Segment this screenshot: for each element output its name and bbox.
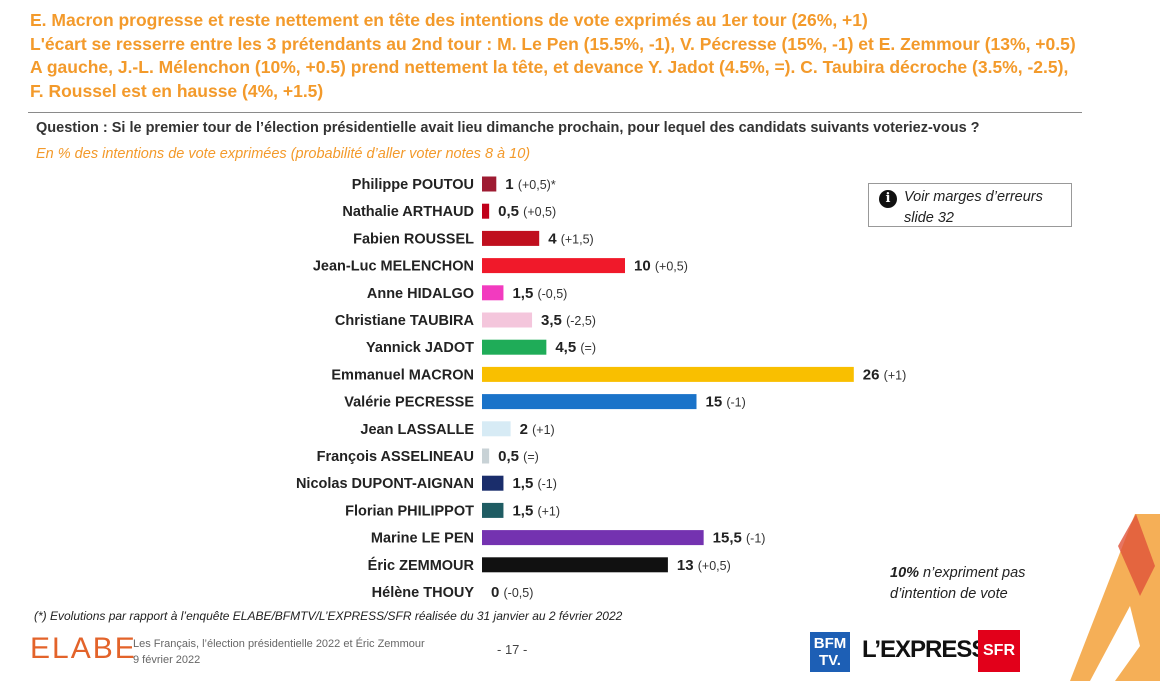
bar	[482, 312, 533, 328]
bar	[482, 475, 504, 491]
margin-note-box: i Voir marges d’erreurs slide 32	[868, 183, 1072, 227]
category-label: Philippe POUTOU	[352, 177, 474, 193]
evolution-label: (-1)	[537, 477, 556, 491]
evolution-label: (+1,5)	[561, 232, 594, 246]
bar	[482, 230, 540, 246]
value-label: 1 (+0,5)*	[505, 176, 556, 193]
evolution-label: (+1)	[537, 504, 560, 518]
bar	[482, 557, 668, 573]
evolution-label: (+1)	[532, 423, 555, 437]
value-label: 26 (+1)	[863, 366, 906, 383]
bar	[482, 176, 497, 192]
headline-line-2: L'écart se resserre entre les 3 prétenda…	[30, 33, 1076, 54]
category-label: Marine LE PEN	[371, 531, 474, 547]
note-line-2: slide 32	[904, 210, 954, 226]
value-label: 0,5 (+0,5)	[498, 203, 556, 220]
category-label: Valérie PECRESSE	[344, 395, 474, 411]
bar	[482, 448, 490, 464]
study-title: Les Français, l’élection présidentielle …	[133, 638, 425, 650]
category-label: Hélène THOUY	[372, 585, 475, 601]
bar	[482, 203, 490, 219]
category-label: Fabien ROUSSEL	[353, 231, 474, 247]
value-label: 13 (+0,5)	[677, 557, 731, 574]
question-text: Question : Si le premier tour de l’élect…	[36, 120, 980, 136]
bar	[482, 258, 625, 274]
evolution-label: (=)	[523, 450, 539, 464]
bar	[482, 285, 504, 301]
headline-line-1: E. Macron progresse et reste nettement e…	[30, 10, 868, 30]
value-label: 15,5 (-1)	[713, 530, 766, 547]
abstention-note: 10% n’expriment pas d’intention de vote	[890, 563, 1025, 605]
study-info: Les Français, l’élection présidentielle …	[133, 636, 425, 668]
page-number: - 17 -	[497, 642, 528, 657]
sfr-logo: SFR	[978, 630, 1020, 672]
category-label: Nathalie ARTHAUD	[342, 204, 474, 220]
decorative-a-logo	[1070, 514, 1160, 681]
footnote: (*) Evolutions par rapport à l’enquête E…	[34, 609, 623, 623]
divider	[28, 112, 1082, 113]
category-label: Jean-Luc MELENCHON	[313, 259, 474, 275]
headline-line-3: A gauche, J.-L. Mélenchon (10%, +0.5) pr…	[30, 57, 1069, 77]
value-label: 3,5 (-2,5)	[541, 312, 596, 329]
value-label: 1,5 (+1)	[512, 502, 560, 519]
evolution-label: (+1)	[884, 368, 907, 382]
bar	[482, 502, 504, 518]
category-label: Yannick JADOT	[366, 340, 474, 356]
category-label: Anne HIDALGO	[367, 286, 474, 302]
bar	[482, 366, 854, 382]
subquestion-text: En % des intentions de vote exprimées (p…	[36, 146, 531, 162]
value-label: 4,5 (=)	[555, 339, 596, 356]
abstention-value: 10%	[890, 565, 920, 581]
abstention-text: n’expriment pas	[919, 565, 1026, 581]
headline-line-4: F. Roussel est en hausse (4%, +1.5)	[30, 80, 324, 101]
evolution-label: (-0,5)	[504, 586, 534, 600]
bar	[482, 421, 511, 437]
category-label: Emmanuel MACRON	[331, 367, 474, 383]
value-label: 4 (+1,5)	[548, 230, 594, 247]
lexpress-logo: L’EXPRESS	[862, 636, 987, 663]
study-date: 9 février 2022	[133, 654, 201, 666]
bfmtv-logo: BFM TV.	[810, 632, 850, 672]
evolution-label: (-2,5)	[566, 314, 596, 328]
bar	[482, 339, 547, 355]
elabe-logo: ELABE	[30, 632, 137, 665]
value-label: 0 (-0,5)	[491, 584, 533, 601]
headline: E. Macron progresse et reste nettement e…	[30, 9, 1140, 103]
bar	[482, 530, 704, 546]
evolution-label: (-1)	[746, 532, 765, 546]
category-label: François ASSELINEAU	[317, 449, 474, 465]
evolution-label: (+0,5)	[698, 559, 731, 573]
info-icon: i	[879, 190, 897, 208]
bar	[482, 394, 697, 410]
category-label: Nicolas DUPONT-AIGNAN	[296, 476, 474, 492]
value-label: 1,5 (-1)	[512, 475, 556, 492]
value-label: 15 (-1)	[706, 394, 746, 411]
category-label: Christiane TAUBIRA	[335, 313, 475, 329]
evolution-label: (+0,5)	[655, 260, 688, 274]
category-label: Florian PHILIPPOT	[345, 503, 474, 519]
value-label: 10 (+0,5)	[634, 258, 688, 275]
category-label: Jean LASSALLE	[360, 422, 474, 438]
value-label: 2 (+1)	[520, 421, 555, 438]
evolution-label: (+0,5)*	[518, 178, 556, 192]
abstention-text-2: d’intention de vote	[890, 586, 1008, 602]
evolution-label: (-1)	[726, 396, 745, 410]
evolution-label: (-0,5)	[537, 287, 567, 301]
evolution-label: (+0,5)	[523, 205, 556, 219]
category-label: Éric ZEMMOUR	[368, 557, 475, 574]
value-label: 1,5 (-0,5)	[512, 285, 567, 302]
note-line-1: Voir marges d’erreurs	[904, 189, 1043, 205]
evolution-label: (=)	[580, 341, 596, 355]
value-label: 0,5 (=)	[498, 448, 539, 465]
